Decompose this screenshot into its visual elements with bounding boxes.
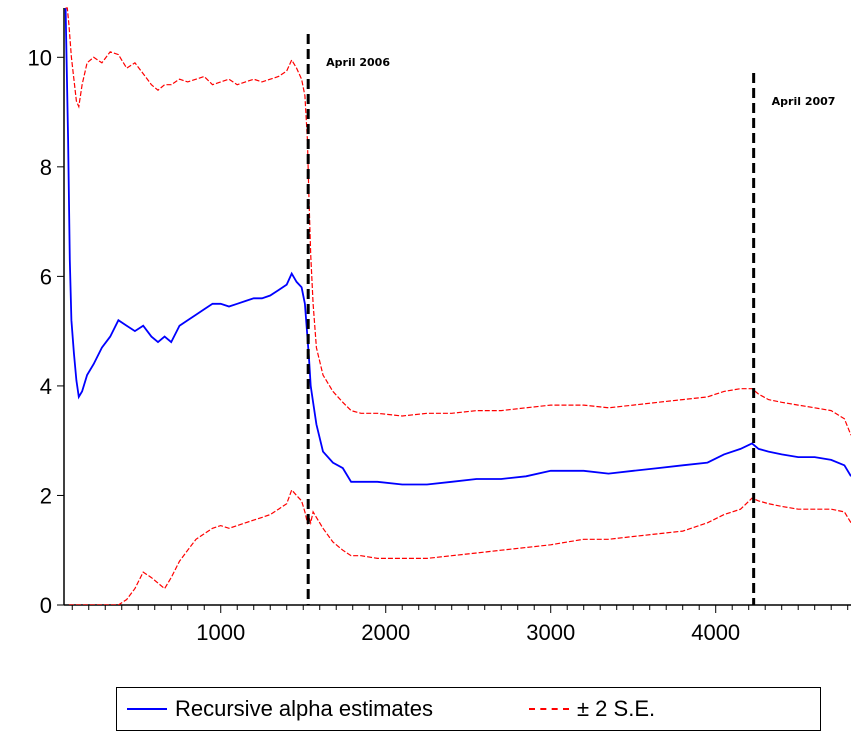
legend-swatch-blue-solid [127,708,167,710]
y-tick-label: 4 [40,374,52,399]
x-tick-label: 1000 [196,620,245,645]
annotation-label: April 2007 [772,95,836,108]
legend-label-2se: ± 2 S.E. [577,696,656,721]
series-line-se-band-1 [65,7,851,436]
y-tick-label: 6 [40,264,52,289]
legend-item-2se: ± 2 S.E. [529,696,655,722]
y-tick-label: 0 [40,593,52,618]
x-tick-label: 4000 [691,620,740,645]
chart-legend: Recursive alpha estimates ± 2 S.E. [116,687,821,731]
y-tick-label: 8 [40,155,52,180]
annotation-label: April 2006 [326,56,390,69]
x-tick-label: 2000 [361,620,410,645]
legend-item-recursive-alpha: Recursive alpha estimates [127,696,433,722]
series-line-se-band-2 [68,488,851,605]
y-tick-label: 10 [28,45,52,70]
chart-annotations: April 2006 April 2007 [306,34,836,605]
chart-series [64,7,851,605]
legend-label-recursive-alpha: Recursive alpha estimates [175,696,434,721]
legend-swatch-red-dashed [529,708,569,710]
chart-axes: 1000 2000 3000 4000 0 2 4 6 8 10 [28,8,851,645]
y-tick-label: 2 [40,483,52,508]
series-line-alpha [64,7,851,486]
x-tick-label: 3000 [526,620,575,645]
